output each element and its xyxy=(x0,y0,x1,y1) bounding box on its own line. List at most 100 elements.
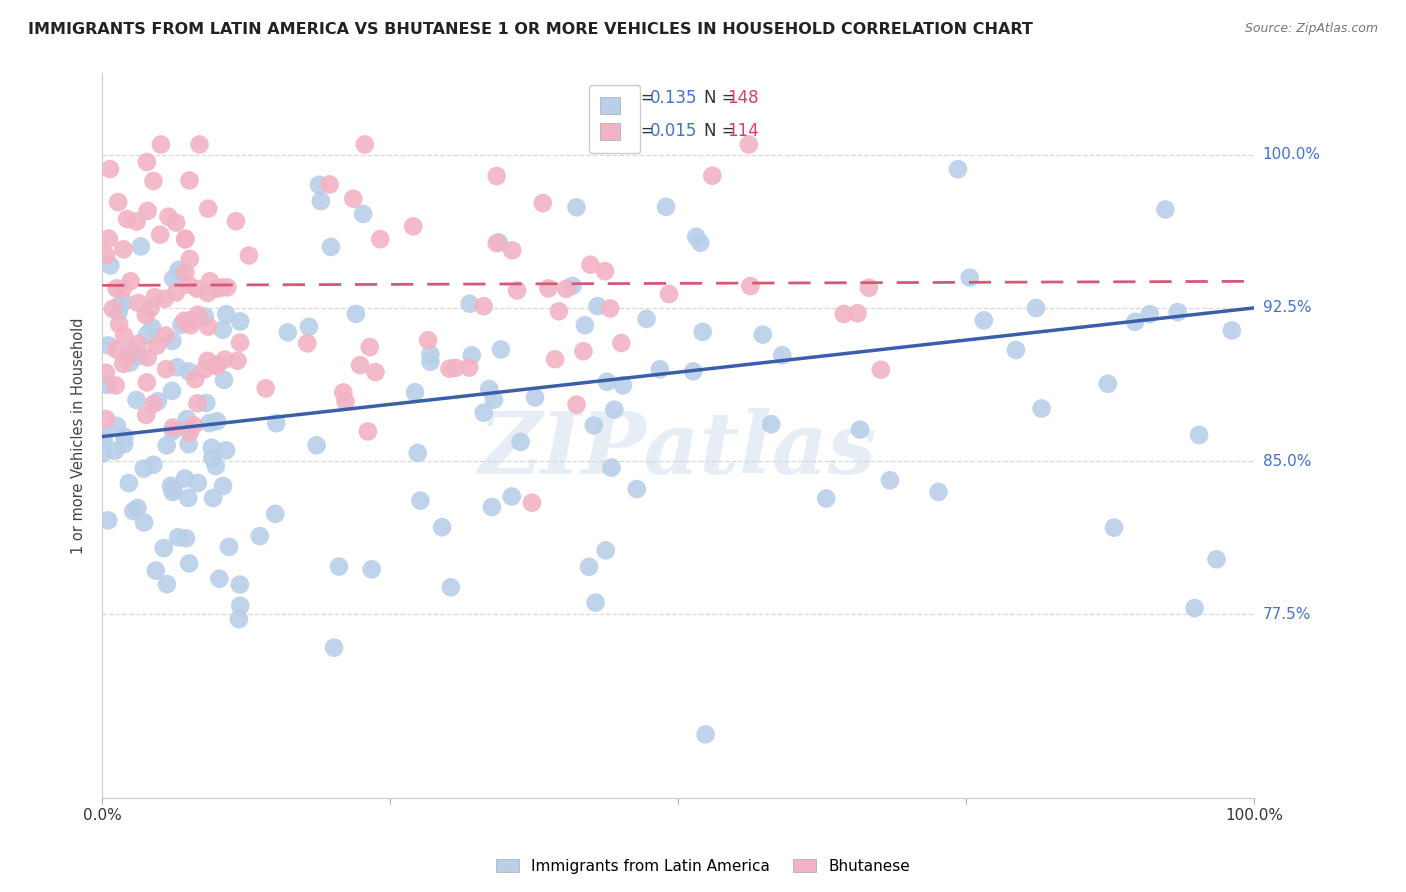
Point xyxy=(702,169,724,183)
Point xyxy=(211,280,233,294)
Point xyxy=(485,236,508,251)
Point xyxy=(160,479,183,493)
Point xyxy=(544,352,567,367)
Point xyxy=(94,412,117,426)
Point xyxy=(155,362,177,376)
Point xyxy=(202,491,225,505)
Point xyxy=(146,394,169,409)
Point xyxy=(93,433,115,447)
Point xyxy=(416,333,439,347)
Point xyxy=(585,596,607,610)
Point xyxy=(156,438,179,452)
Point xyxy=(179,425,201,440)
Point xyxy=(352,207,374,221)
Point xyxy=(198,416,221,430)
Point xyxy=(153,292,176,306)
Point xyxy=(162,482,184,496)
Point xyxy=(572,344,595,359)
Point xyxy=(228,612,250,626)
Point xyxy=(129,239,152,253)
Point xyxy=(225,214,247,228)
Point xyxy=(104,378,127,392)
Point xyxy=(357,425,380,439)
Point xyxy=(353,137,375,152)
Point xyxy=(112,437,135,451)
Point xyxy=(481,500,503,514)
Point xyxy=(183,418,205,433)
Text: 0.015: 0.015 xyxy=(650,122,697,140)
Point xyxy=(685,229,707,244)
Text: ZIPatlas: ZIPatlas xyxy=(479,409,877,491)
Point xyxy=(217,280,239,294)
Point xyxy=(111,282,134,296)
Point xyxy=(173,314,195,328)
Point xyxy=(180,318,202,333)
Point xyxy=(1205,552,1227,566)
Point xyxy=(105,418,128,433)
Point xyxy=(198,274,221,288)
Point xyxy=(297,336,319,351)
Point xyxy=(599,301,621,316)
Point xyxy=(132,461,155,475)
Point xyxy=(176,412,198,426)
Point xyxy=(419,355,441,369)
Point xyxy=(179,252,201,266)
Point xyxy=(344,307,367,321)
Point xyxy=(177,421,200,435)
Point xyxy=(879,473,901,487)
Point xyxy=(349,358,371,372)
Point xyxy=(208,572,231,586)
Point xyxy=(946,162,969,177)
Point xyxy=(128,349,150,363)
Point xyxy=(689,235,711,250)
Point xyxy=(127,336,149,351)
Point xyxy=(96,378,118,392)
Point xyxy=(212,479,235,493)
Point xyxy=(214,352,236,367)
Text: Source: ZipAtlas.com: Source: ZipAtlas.com xyxy=(1244,22,1378,36)
Point xyxy=(520,496,543,510)
Point xyxy=(135,308,157,322)
Text: 114: 114 xyxy=(727,122,758,140)
Point xyxy=(603,402,626,417)
Point xyxy=(319,240,342,254)
Point xyxy=(555,282,578,296)
Point xyxy=(174,531,197,545)
Point xyxy=(177,277,200,292)
Point xyxy=(648,362,671,376)
Point xyxy=(264,416,287,430)
Point xyxy=(170,318,193,332)
Point xyxy=(152,541,174,555)
Point xyxy=(165,285,187,300)
Point xyxy=(254,381,277,395)
Point xyxy=(108,318,131,332)
Point xyxy=(419,347,441,361)
Point xyxy=(174,232,197,246)
Point xyxy=(610,336,633,351)
Point xyxy=(364,365,387,379)
Point xyxy=(156,577,179,591)
Point xyxy=(927,485,949,500)
Point xyxy=(548,304,571,318)
Point xyxy=(105,281,128,295)
Point xyxy=(107,305,129,319)
Point xyxy=(215,443,238,458)
Point xyxy=(97,513,120,527)
Point xyxy=(1005,343,1028,357)
Point xyxy=(167,530,190,544)
Point xyxy=(402,219,425,234)
Point xyxy=(205,358,228,372)
Point xyxy=(658,287,681,301)
Point xyxy=(136,351,159,365)
Point xyxy=(112,295,135,310)
Point xyxy=(1188,428,1211,442)
Point xyxy=(115,212,138,227)
Point xyxy=(108,298,131,312)
Point xyxy=(318,178,340,192)
Point xyxy=(155,328,177,343)
Y-axis label: 1 or more Vehicles in Household: 1 or more Vehicles in Household xyxy=(72,318,86,554)
Point xyxy=(574,318,596,333)
Point xyxy=(197,285,219,300)
Point xyxy=(184,372,207,386)
Point xyxy=(211,323,233,337)
